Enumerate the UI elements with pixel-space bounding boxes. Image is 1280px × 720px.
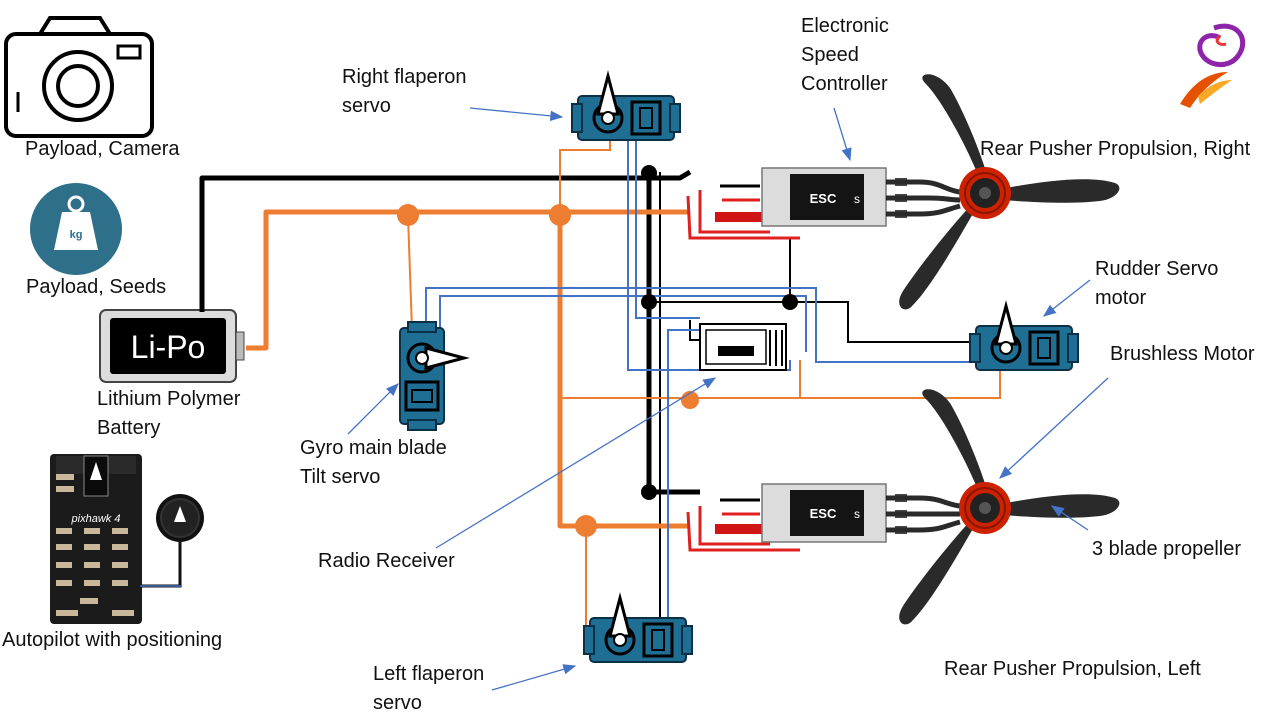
camera-icon: [4, 16, 154, 138]
camera-label: Payload, Camera: [25, 138, 180, 160]
junction-dots: [397, 165, 798, 537]
right-flaperon-label: Right flaperon servo: [342, 66, 467, 117]
autopilot-label: Autopilot with positioning: [2, 629, 223, 651]
servo-icon: [570, 74, 682, 142]
power-thin-wires: [649, 172, 975, 620]
esc-side-top: s: [854, 192, 860, 206]
annotation-arrows: [347, 107, 1109, 691]
esc-icon: [686, 483, 961, 552]
signal-thin-wires: [407, 138, 1001, 640]
battery-label: Lithium Polymer Battery: [97, 388, 241, 439]
esc-icon: [686, 167, 961, 240]
autopilot-icon: [50, 454, 142, 624]
servo-icon: [398, 320, 466, 432]
battery-text: Li-Po: [131, 329, 206, 365]
propeller-icon: [898, 73, 1121, 311]
battery-icon: [99, 309, 245, 383]
propeller-label: 3 blade propeller: [1092, 538, 1241, 560]
servo-icon: [582, 596, 694, 664]
power-wires: [199, 169, 700, 495]
receiver-icon: [699, 323, 787, 371]
pixhawk-text: pixhawk 4: [71, 513, 121, 525]
gyro-servo-label: Gyro main blade Tilt servo: [300, 437, 447, 488]
gps-icon: [140, 494, 204, 588]
left-flaperon-label: Left flaperon servo: [373, 663, 485, 714]
rear-left-label: Rear Pusher Propulsion, Left: [944, 658, 1201, 680]
logo-icon: [1180, 23, 1246, 108]
seeds-label: Payload, Seeds: [26, 276, 167, 298]
esc-text-bottom: ESC: [810, 506, 837, 521]
servo-icon: [968, 304, 1080, 372]
signal-wires: [246, 209, 690, 529]
rudder-servo-label: Rudder Servo motor: [1095, 258, 1219, 309]
esc-label: Electronic Speed Controller: [801, 15, 889, 95]
esc-text-top: ESC: [810, 191, 837, 206]
rear-right-label: Rear Pusher Propulsion, Right: [980, 138, 1251, 160]
radio-receiver-label: Radio Receiver: [318, 550, 455, 572]
propeller-icon: [898, 388, 1121, 626]
weight-text: kg: [70, 229, 83, 241]
esc-side-bottom: s: [854, 507, 860, 521]
brushless-motor-label: Brushless Motor: [1110, 343, 1255, 365]
weight-icon: [30, 183, 122, 275]
